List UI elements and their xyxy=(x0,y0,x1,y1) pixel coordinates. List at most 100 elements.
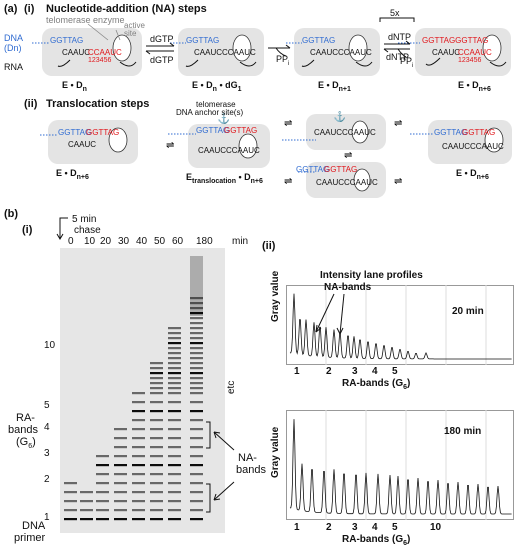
gel-y-tick-5: 1 xyxy=(44,512,50,523)
rna-loop-4 xyxy=(489,61,507,67)
gel-band xyxy=(114,518,127,521)
gel-band xyxy=(190,372,203,375)
trans-eq-6: ⇌ xyxy=(344,150,352,161)
gel-band xyxy=(190,357,203,360)
gel-band xyxy=(150,491,163,494)
gel-band xyxy=(132,500,145,503)
g6-label: (G6) xyxy=(16,436,36,451)
lane-label-0: 0 xyxy=(68,236,74,247)
gel-band xyxy=(80,500,93,503)
red-seq-8: GGTTAG xyxy=(324,165,358,174)
trans-eq-1: ⇌ xyxy=(166,140,174,151)
gel-band xyxy=(96,464,109,467)
trans-eq-3: ⇌ xyxy=(284,176,292,187)
gel-band xyxy=(190,482,203,485)
gel-band xyxy=(150,410,163,413)
dna-seq-1: GGTTAG xyxy=(50,36,84,45)
rna-tail-2 xyxy=(185,59,199,67)
panel-b-label: (b) xyxy=(4,208,19,220)
gel-band xyxy=(96,491,109,494)
gel-band xyxy=(190,312,203,315)
etc-label: etc xyxy=(226,380,237,394)
gel-band xyxy=(190,382,203,385)
gel-band xyxy=(168,473,181,476)
gel-band xyxy=(150,518,163,521)
repeat-label: 5x xyxy=(390,8,400,18)
anchor-icon-2: ⚓ xyxy=(334,110,346,123)
template-1: CCAAUC xyxy=(88,48,122,57)
dgtp-reverse: dGTP xyxy=(150,55,174,65)
trans-eq-4: ⇌ xyxy=(394,118,402,129)
gel-band xyxy=(168,357,181,360)
gel-band xyxy=(132,482,145,485)
gel-band xyxy=(150,500,163,503)
panel-b-i-label: (i) xyxy=(22,224,33,236)
x-tick-bottom-3: 4 xyxy=(372,522,378,533)
trans-eq-2: ⇌ xyxy=(284,118,292,129)
dna-seq-5: GGTTAG xyxy=(58,128,92,137)
na-steps-title: Nucleotide-addition (NA) steps xyxy=(46,3,207,15)
gel-band xyxy=(168,419,181,422)
gel-band xyxy=(132,401,145,404)
dna-seq-8: GGTTAG xyxy=(296,165,330,174)
red-seq-9: GGTTAG xyxy=(462,128,496,137)
gel-band xyxy=(114,509,127,512)
rna-seq-9: CAAUCCCAAUC xyxy=(442,142,504,151)
gel-band xyxy=(64,482,77,485)
gel-band xyxy=(168,332,181,335)
dna-primer-label-2: primer xyxy=(14,532,46,544)
gel-band xyxy=(168,491,181,494)
gel-band xyxy=(190,401,203,404)
anchor-label-1: telomerase xyxy=(196,100,236,109)
gel-band xyxy=(132,419,145,422)
gel-band xyxy=(168,500,181,503)
gel-y-tick-2: 4 xyxy=(44,422,50,433)
gel-band xyxy=(190,392,203,395)
active-site-5 xyxy=(108,127,128,153)
gel-band xyxy=(114,446,127,449)
gel-y-tick-1: 5 xyxy=(44,400,50,411)
active-site-4 xyxy=(482,34,502,62)
red-seq-6: GGTTAG xyxy=(224,126,258,135)
product-seq-4: GGTTAGGGTTAG xyxy=(422,36,489,45)
dna-seq-3: GGTTAG xyxy=(302,36,336,45)
dna-label: DNA xyxy=(4,33,24,43)
x-axis-label-bottom: RA-bands (G6) xyxy=(342,534,411,547)
active-site-7 xyxy=(351,120,369,144)
lane-label-7: 180 xyxy=(196,236,213,247)
gel-band xyxy=(190,337,203,340)
gel-band xyxy=(114,473,127,476)
gel-smear xyxy=(190,256,203,316)
min-label: min xyxy=(232,236,249,247)
na-bands-label-2: bands xyxy=(236,464,266,476)
gel-band xyxy=(96,482,109,485)
panel-a-label: (a) xyxy=(4,3,18,15)
x-tick-bottom-5: 10 xyxy=(430,522,442,533)
gel-band xyxy=(168,401,181,404)
gel-band xyxy=(168,352,181,355)
gel-band xyxy=(190,446,203,449)
gel-band xyxy=(132,509,145,512)
red-seq-5: GGTTAG xyxy=(86,128,120,137)
profile-plot-20min xyxy=(286,285,514,365)
chase-label: 5 min xyxy=(72,214,97,225)
gray-value-label-bottom: Gray value xyxy=(270,426,281,478)
lane-label-6: 60 xyxy=(172,236,184,247)
gel-band xyxy=(114,491,127,494)
dn-label: (Dn) xyxy=(4,43,22,53)
panel-a-diagram: ⚓ ⚓ ⇌ ⇌ ⇌ ⇌ ⇌ ⇌ xyxy=(32,17,512,198)
gel-band xyxy=(64,491,77,494)
active-site-1 xyxy=(112,34,132,62)
x-tick-bottom-1: 2 xyxy=(326,522,332,533)
dna-primer-label: DNA xyxy=(22,520,46,532)
x-tick-top-1: 2 xyxy=(326,366,332,377)
enzyme-body-7 xyxy=(306,114,386,150)
gel-band xyxy=(64,500,77,503)
x-tick-top-2: 3 xyxy=(352,366,358,377)
gel-band xyxy=(150,419,163,422)
ppi-label-1: PPi xyxy=(276,54,290,67)
gel-band xyxy=(190,367,203,370)
ppi-label-2: PPi xyxy=(400,56,414,69)
gel-band xyxy=(150,428,163,431)
gel-y-tick-3: 3 xyxy=(44,448,50,459)
